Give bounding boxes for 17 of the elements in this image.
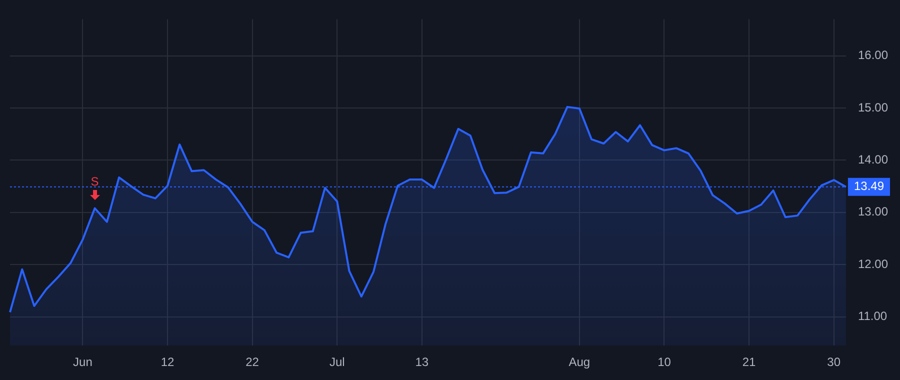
y-tick-label: 16.00 [858, 48, 888, 62]
y-tick-label: 14.00 [858, 152, 888, 167]
ref-line-label: 13.49 [854, 179, 884, 194]
x-tick-label: 22 [246, 355, 260, 370]
x-tick-label: 12 [160, 355, 174, 370]
x-tick-label: 13 [415, 355, 429, 370]
y-tick-label: 12.00 [858, 256, 888, 271]
x-tick-label: 21 [742, 355, 756, 370]
x-tick-label: Jun [73, 355, 92, 370]
annotation: S [90, 174, 99, 189]
x-tick-label: Aug [568, 355, 590, 370]
y-tick-label: 15.00 [858, 100, 888, 114]
x-tick-label: 10 [658, 355, 672, 370]
x-tick-label: Jul [329, 355, 345, 370]
y-tick-label: 11.00 [858, 309, 888, 324]
x-tick-label: 30 [827, 355, 841, 370]
y-tick-label: 13.00 [858, 204, 888, 219]
